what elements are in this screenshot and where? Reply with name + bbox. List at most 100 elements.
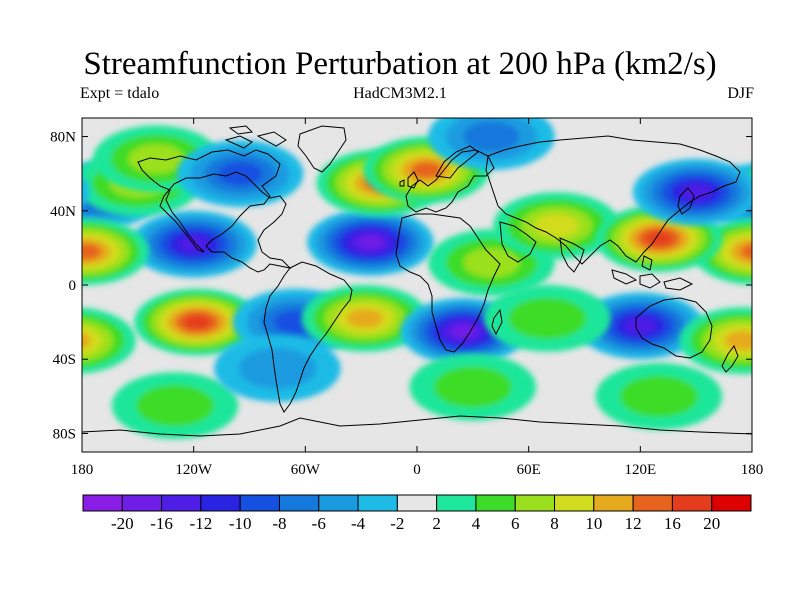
experiment-label: Expt = tdalo [80, 85, 160, 102]
contour-band [463, 121, 520, 152]
anomaly-s-pacific-southern-high [111, 372, 800, 440]
colorbar-label: 20 [703, 514, 720, 533]
contour-band [534, 214, 579, 238]
colorbar-label: 2 [432, 514, 441, 533]
contour-band [0, 303, 14, 350]
contour-band [0, 297, 24, 354]
x-tick-label: 60W [291, 462, 321, 478]
coastline-new-zealand [721, 344, 739, 373]
colorbar-swatch [671, 494, 713, 512]
chart-title: Streamfunction Perturbation at 200 hPa (… [83, 46, 717, 82]
coastline-india [559, 237, 585, 273]
colorbar: -20 -16 -12 -10 -8 -6 -4 -2 2 4 6 8 10 12 16 20 [82, 494, 752, 533]
coastline-australia [635, 297, 713, 359]
y-tick-label: 40S [53, 352, 76, 368]
colorbar-label: 12 [625, 514, 642, 533]
streamfunction-field [0, 118, 800, 440]
contour-band [508, 297, 587, 339]
contour-band [780, 168, 800, 198]
colorbar-swatch [593, 494, 634, 512]
y-tick-label: 40N [50, 204, 76, 220]
contour-band [782, 372, 800, 439]
colorbar-label: -8 [272, 514, 286, 533]
colorbar-label: 8 [550, 514, 559, 533]
contour-band [0, 210, 44, 268]
contour-band [0, 223, 19, 255]
contour-band [0, 292, 34, 359]
anomaly-drake-passage-low [214, 335, 341, 402]
colorbar-swatch [554, 494, 595, 512]
coastline-antarctica [82, 415, 752, 437]
anomaly-arctic-low [428, 118, 555, 170]
colorbar-label: -20 [111, 514, 134, 533]
contour-band [463, 247, 520, 278]
contour-band [620, 375, 698, 417]
axis-ticks: 180 120W 60W 0 60E 120E 180 80N 40N 0 40S 80S [50, 118, 763, 478]
contour-band [730, 238, 752, 265]
contour-band [0, 218, 27, 258]
anomaly-southern-ocean-east-high [0, 362, 723, 430]
contour-band [11, 184, 42, 200]
contour-band [346, 308, 383, 328]
colorbar-label: -10 [229, 514, 252, 533]
contour-band [645, 231, 673, 246]
anomaly-s-atlantic-high [301, 285, 429, 352]
colorbar-label: 6 [511, 514, 520, 533]
x-tick-label: 0 [413, 462, 421, 478]
contour-band [0, 308, 5, 344]
model-label: HadCM3M2.1 [353, 85, 447, 102]
contour-band [0, 205, 52, 272]
x-tick-label: 120E [624, 462, 656, 478]
coastline-europe [405, 149, 495, 213]
y-tick-label: 80N [50, 130, 76, 146]
coastline-africa [395, 213, 501, 353]
colorbar-swatch [632, 494, 673, 512]
contour-band [763, 125, 800, 192]
contour-band [0, 214, 36, 263]
colorbar-swatch [396, 494, 438, 512]
colorbar-label: -2 [390, 514, 404, 533]
x-tick-label: 180 [741, 462, 764, 478]
contour-band [357, 235, 384, 250]
colorbar-label: 16 [664, 514, 681, 533]
contour-band [762, 159, 800, 207]
colorbar-swatch [475, 494, 516, 512]
anomaly-s-pacific-high [134, 288, 261, 356]
contour-band [82, 325, 103, 356]
contour-band [82, 176, 90, 208]
colorbar-swatch [436, 494, 477, 512]
contour-band [740, 243, 752, 260]
colorbar-label: 4 [472, 514, 481, 533]
x-tick-label: 180 [71, 462, 94, 478]
colorbar-label: -16 [150, 514, 173, 533]
contour-band [450, 324, 477, 339]
contour-band [624, 317, 656, 334]
y-tick-label: 0 [69, 278, 77, 294]
contour-band [433, 366, 512, 408]
colorbar-swatch [278, 494, 320, 512]
colorbar-swatch [711, 494, 752, 512]
contour-band [184, 315, 211, 330]
anomaly-australia-high [82, 307, 752, 375]
colorbar-label: -6 [312, 514, 326, 533]
contour-band [724, 331, 752, 351]
coastline-madagascar [491, 308, 503, 336]
coastline-greenland [297, 125, 347, 173]
x-tick-label: 60E [517, 462, 541, 478]
y-tick-label: 80S [53, 426, 76, 442]
coastline-scandinavia [435, 145, 479, 179]
colorbar-swatch [82, 494, 123, 512]
anomaly-southern-ocean-high [409, 353, 537, 421]
colorbar-label: -4 [351, 514, 366, 533]
x-tick-label: 120W [175, 462, 213, 478]
contour-band [136, 385, 214, 427]
contour-band [238, 347, 317, 390]
contour-band [0, 363, 52, 430]
contour-band [0, 376, 28, 417]
colorbar-swatch [161, 494, 202, 512]
contour-band [410, 161, 442, 179]
colorbar-label: -12 [190, 514, 213, 533]
anomaly-s-indian-ocean-high [484, 285, 611, 352]
contour-band [0, 227, 11, 250]
